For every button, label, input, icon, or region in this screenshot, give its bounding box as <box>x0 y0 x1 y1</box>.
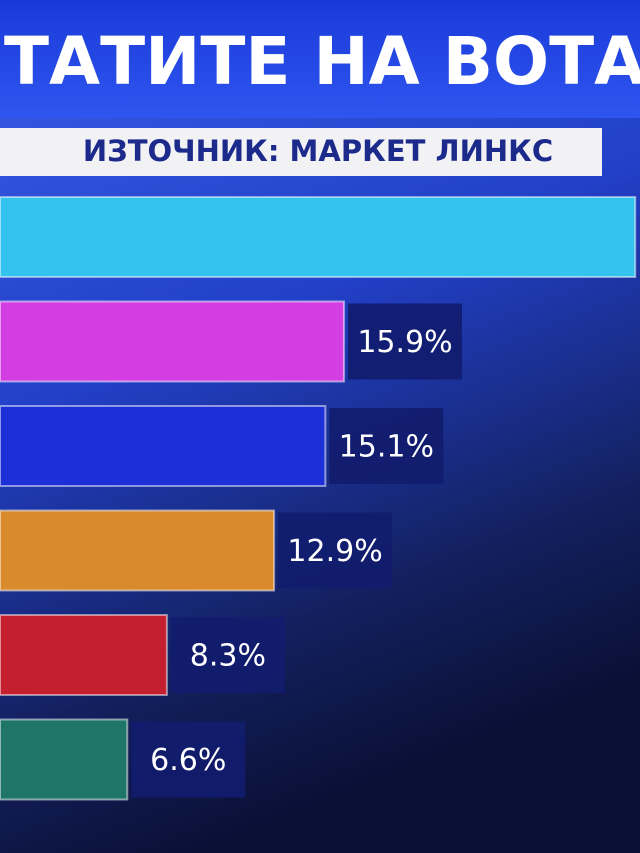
value-label: 8.3% <box>190 639 266 674</box>
value-label: 15.9% <box>357 325 452 360</box>
subtitle: ИЗТОЧНИК: МАРКЕТ ЛИНКС <box>83 134 553 168</box>
value-label-box <box>329 408 444 484</box>
value-label-box <box>131 721 246 798</box>
value-label: 6.6% <box>150 743 226 778</box>
value-label: 15.1% <box>339 430 434 465</box>
value-label-box <box>170 617 285 693</box>
bar <box>0 718 129 801</box>
title-band <box>0 0 640 118</box>
bar <box>0 300 345 383</box>
bar <box>0 405 327 487</box>
bar <box>0 614 168 696</box>
subtitle-band <box>0 128 602 176</box>
bar <box>0 196 637 278</box>
bar <box>0 509 276 592</box>
value-label-box <box>278 512 393 589</box>
chart-title: ТАТИТЕ НА ВОТА <box>4 23 640 100</box>
value-label-box <box>347 303 462 380</box>
value-label: 12.9% <box>287 534 382 569</box>
